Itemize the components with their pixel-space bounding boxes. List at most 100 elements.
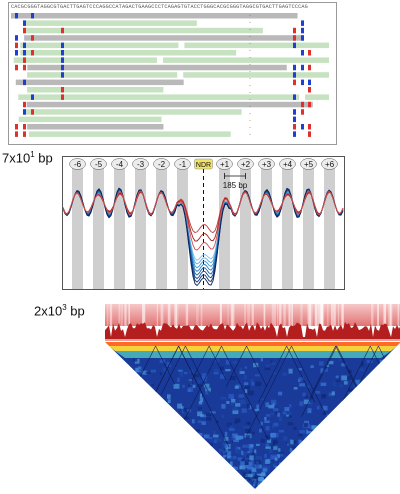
heatmap-cell bbox=[270, 399, 277, 405]
nucleosome-stripe bbox=[114, 167, 125, 289]
heatmap-cell bbox=[241, 399, 246, 405]
variant-mark bbox=[15, 35, 18, 41]
variant-mark bbox=[301, 109, 304, 115]
heatmap-cell bbox=[340, 384, 343, 388]
heatmap-cell bbox=[150, 383, 154, 386]
domain-line bbox=[208, 345, 227, 381]
heatmap-cell bbox=[254, 449, 257, 455]
heatmap-cell bbox=[247, 390, 254, 396]
heatmap-cell bbox=[309, 401, 313, 406]
contact-band-stripe bbox=[200, 304, 203, 326]
heatmap-cell bbox=[241, 450, 244, 456]
heatmap-cell bbox=[246, 478, 252, 483]
contact-band-stripe bbox=[230, 304, 234, 326]
heatmap-cell bbox=[273, 433, 279, 438]
heatmap-cell bbox=[234, 445, 238, 451]
read-bar bbox=[18, 116, 162, 123]
variant-mark bbox=[15, 50, 18, 56]
heatmap-cell bbox=[227, 455, 232, 459]
variant-mark bbox=[23, 101, 26, 108]
heatmap-cell bbox=[222, 442, 225, 446]
heatmap-cell bbox=[251, 471, 255, 476]
heatmap-cell bbox=[254, 474, 259, 479]
heatmap-cell bbox=[219, 448, 223, 452]
contact-band-stripe bbox=[279, 304, 282, 326]
contact-band-stripe bbox=[106, 304, 109, 326]
contact-band-stripe bbox=[318, 304, 321, 326]
contact-band-stripe bbox=[161, 304, 164, 326]
reference-sequence: CACGCGGGTAGGCGTGACTTGAGTCCCAGGCCATAGACTG… bbox=[11, 4, 308, 10]
heatmap-cell bbox=[177, 403, 183, 409]
contact-band-stripe bbox=[185, 304, 188, 326]
heatmap-cell bbox=[293, 440, 297, 444]
nucleosome-stripe bbox=[219, 167, 230, 289]
heatmap-cell bbox=[201, 373, 208, 379]
heatmap-cell bbox=[188, 383, 191, 387]
variant-mark bbox=[301, 101, 304, 108]
heatmap-cell bbox=[260, 421, 263, 426]
variant-mark bbox=[301, 20, 304, 26]
heatmap-cell bbox=[256, 473, 263, 476]
variant-mark bbox=[61, 42, 64, 49]
heatmap-cell bbox=[166, 394, 171, 399]
contact-band-stripe bbox=[300, 304, 303, 326]
contact-band-stripe bbox=[271, 304, 275, 326]
heatmap-cell bbox=[183, 407, 189, 413]
heatmap-cell bbox=[248, 433, 252, 439]
contact-band-stripe bbox=[142, 304, 145, 326]
variant-mark bbox=[293, 94, 296, 100]
heatmap-cell bbox=[265, 414, 271, 417]
contact-band-stripe bbox=[128, 304, 130, 326]
profile-curve bbox=[62, 189, 344, 272]
heatmap-cell bbox=[293, 426, 297, 430]
heatmap-cell bbox=[258, 428, 262, 433]
heatmap-cell bbox=[132, 358, 138, 362]
heatmap-cell bbox=[138, 368, 144, 372]
heatmap-cell bbox=[272, 440, 277, 446]
heatmap-cell bbox=[182, 384, 185, 388]
heatmap-cell bbox=[191, 419, 195, 424]
read-bar bbox=[26, 101, 313, 108]
heatmap-cell bbox=[284, 455, 288, 460]
heatmap-cell bbox=[264, 416, 267, 421]
heatmap-cell bbox=[248, 448, 253, 453]
variant-mark bbox=[308, 101, 311, 108]
heatmap-cell bbox=[359, 379, 364, 384]
heatmap-cell bbox=[219, 374, 225, 379]
heatmap-cell bbox=[316, 405, 320, 410]
heatmap-diagonal bbox=[109, 346, 397, 351]
heatmap-cell bbox=[331, 391, 335, 396]
read-bar bbox=[27, 124, 164, 130]
heatmap-cell bbox=[220, 396, 227, 400]
contact-band-stripe bbox=[337, 304, 340, 326]
heatmap-cell bbox=[338, 358, 342, 361]
variant-mark bbox=[293, 116, 296, 123]
heatmap-cell bbox=[274, 444, 278, 448]
nucleosome-badge bbox=[153, 158, 170, 170]
heatmap-cell bbox=[270, 459, 275, 462]
nucleosome-profile-panel: -6 -5 -4 -3 -2 -1 NDR +1 +2 +3 +4 +5 +6 185 bp bbox=[62, 156, 345, 290]
heatmap-cell bbox=[307, 424, 311, 429]
nucleosome-label: +5 bbox=[304, 160, 314, 169]
heatmap-cell bbox=[267, 458, 274, 463]
contact-band-stripe bbox=[167, 304, 171, 326]
read-bar bbox=[20, 50, 237, 56]
heatmap-cell bbox=[238, 435, 244, 439]
read-bar bbox=[27, 87, 164, 93]
reads-pileup bbox=[11, 13, 329, 141]
heatmap-cell bbox=[255, 381, 262, 387]
contact-band-stripe bbox=[283, 304, 285, 326]
variant-mark bbox=[23, 50, 26, 56]
heatmap-cell bbox=[302, 392, 306, 397]
heatmap-cell bbox=[260, 473, 266, 477]
heatmap-cell bbox=[231, 440, 235, 443]
heatmap-cell bbox=[235, 449, 240, 454]
heatmap-cell bbox=[270, 359, 273, 364]
variant-mark bbox=[293, 131, 296, 137]
heatmap-cell bbox=[270, 432, 276, 438]
heatmap-cell bbox=[244, 389, 248, 393]
heatmap-cell bbox=[251, 381, 255, 386]
heatmap-cell bbox=[213, 430, 216, 435]
heatmap-cell bbox=[223, 452, 227, 455]
contact-band-stripe bbox=[388, 304, 392, 326]
